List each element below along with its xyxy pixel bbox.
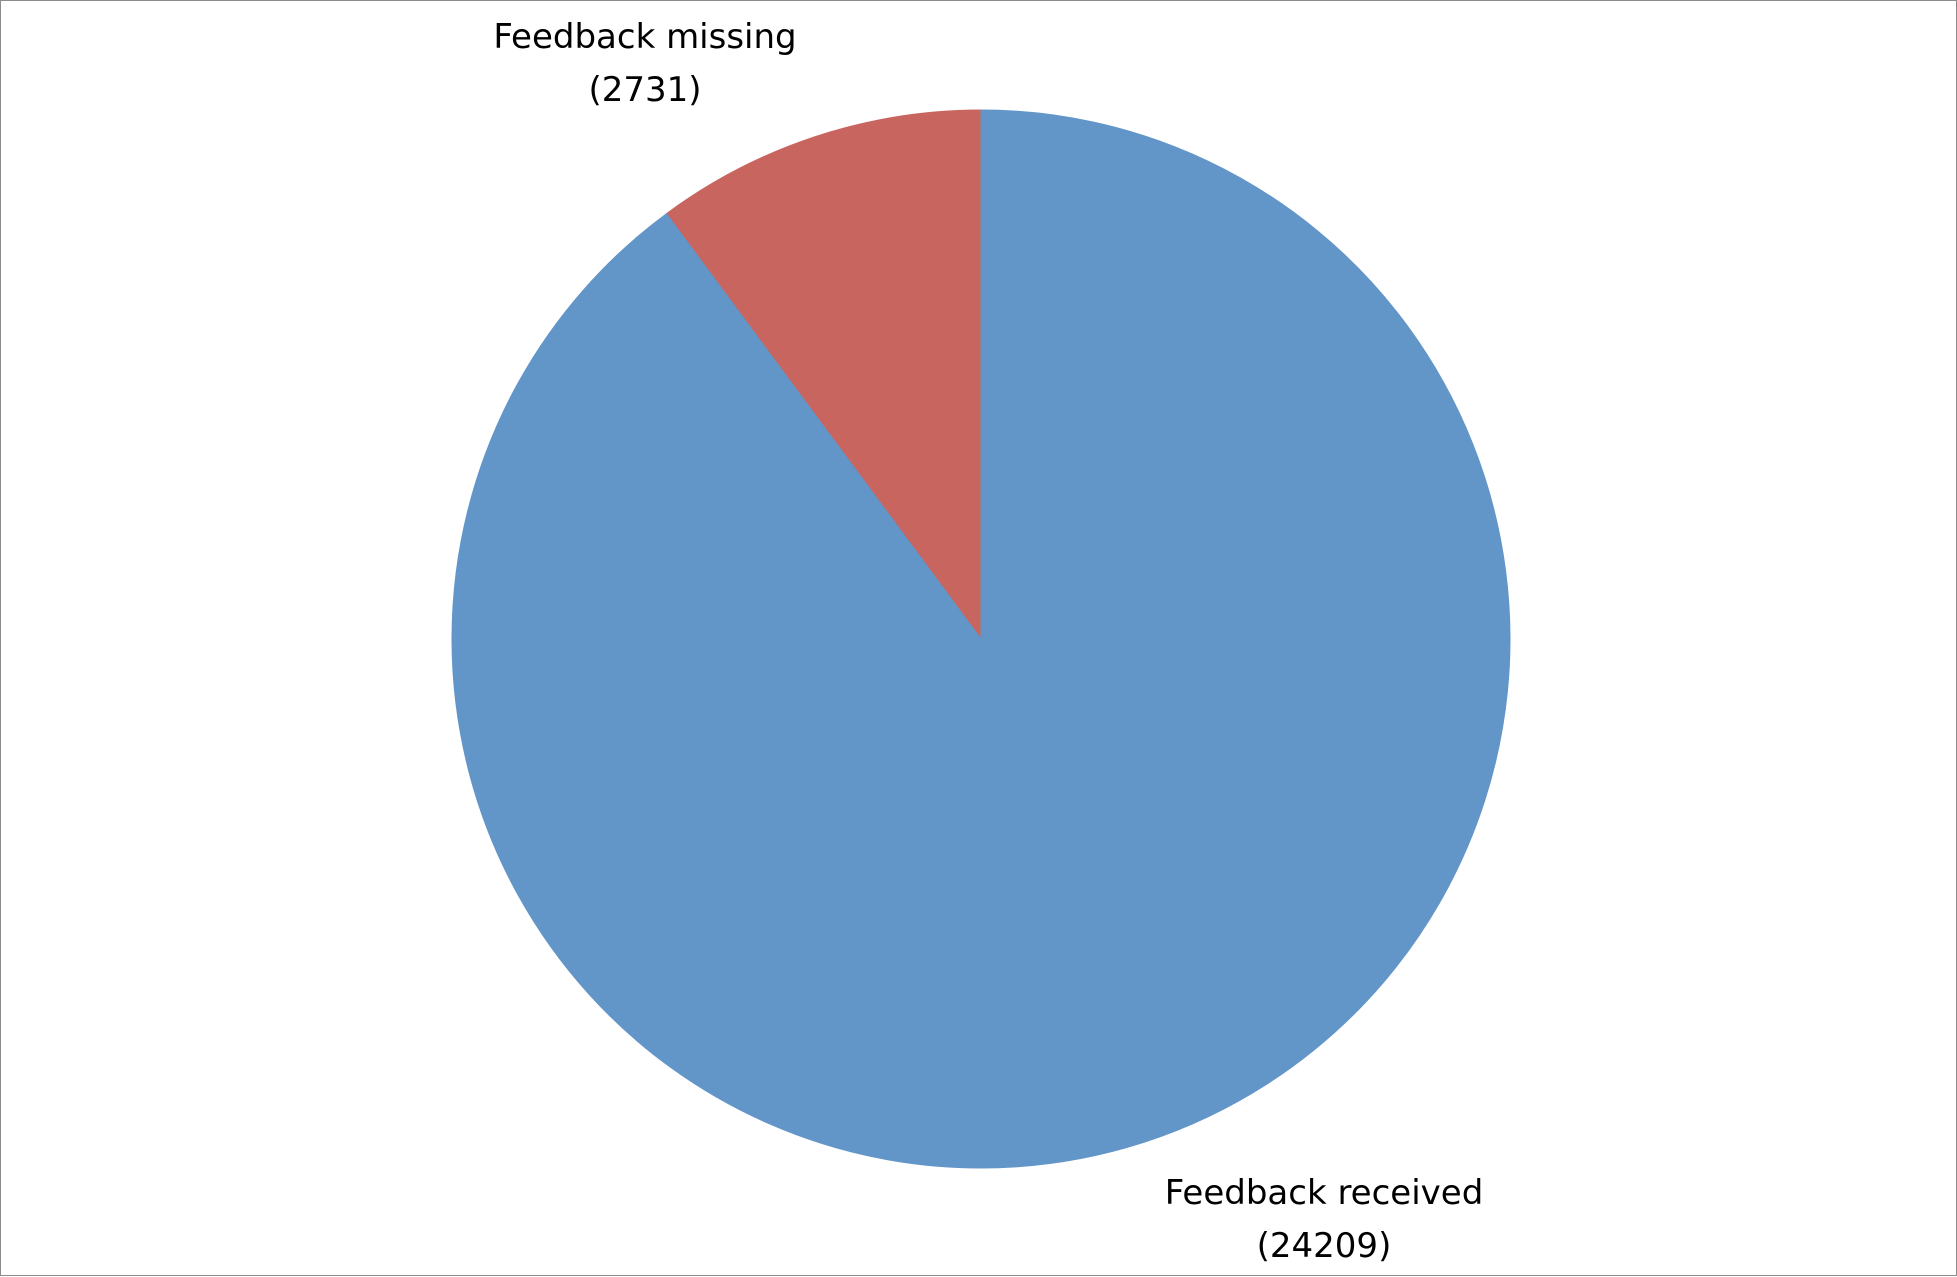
pie-slice-feedback-missing — [665, 109, 982, 641]
slice-value-feedback-missing: (2731) — [588, 70, 701, 110]
slice-label-feedback-received: Feedback received — [1165, 1173, 1484, 1213]
slice-label-feedback-missing: Feedback missing — [493, 17, 796, 57]
pie-slice-feedback-received — [451, 109, 1511, 1169]
pie-slices — [451, 109, 1511, 1169]
slice-value-feedback-received: (24209) — [1257, 1226, 1392, 1266]
